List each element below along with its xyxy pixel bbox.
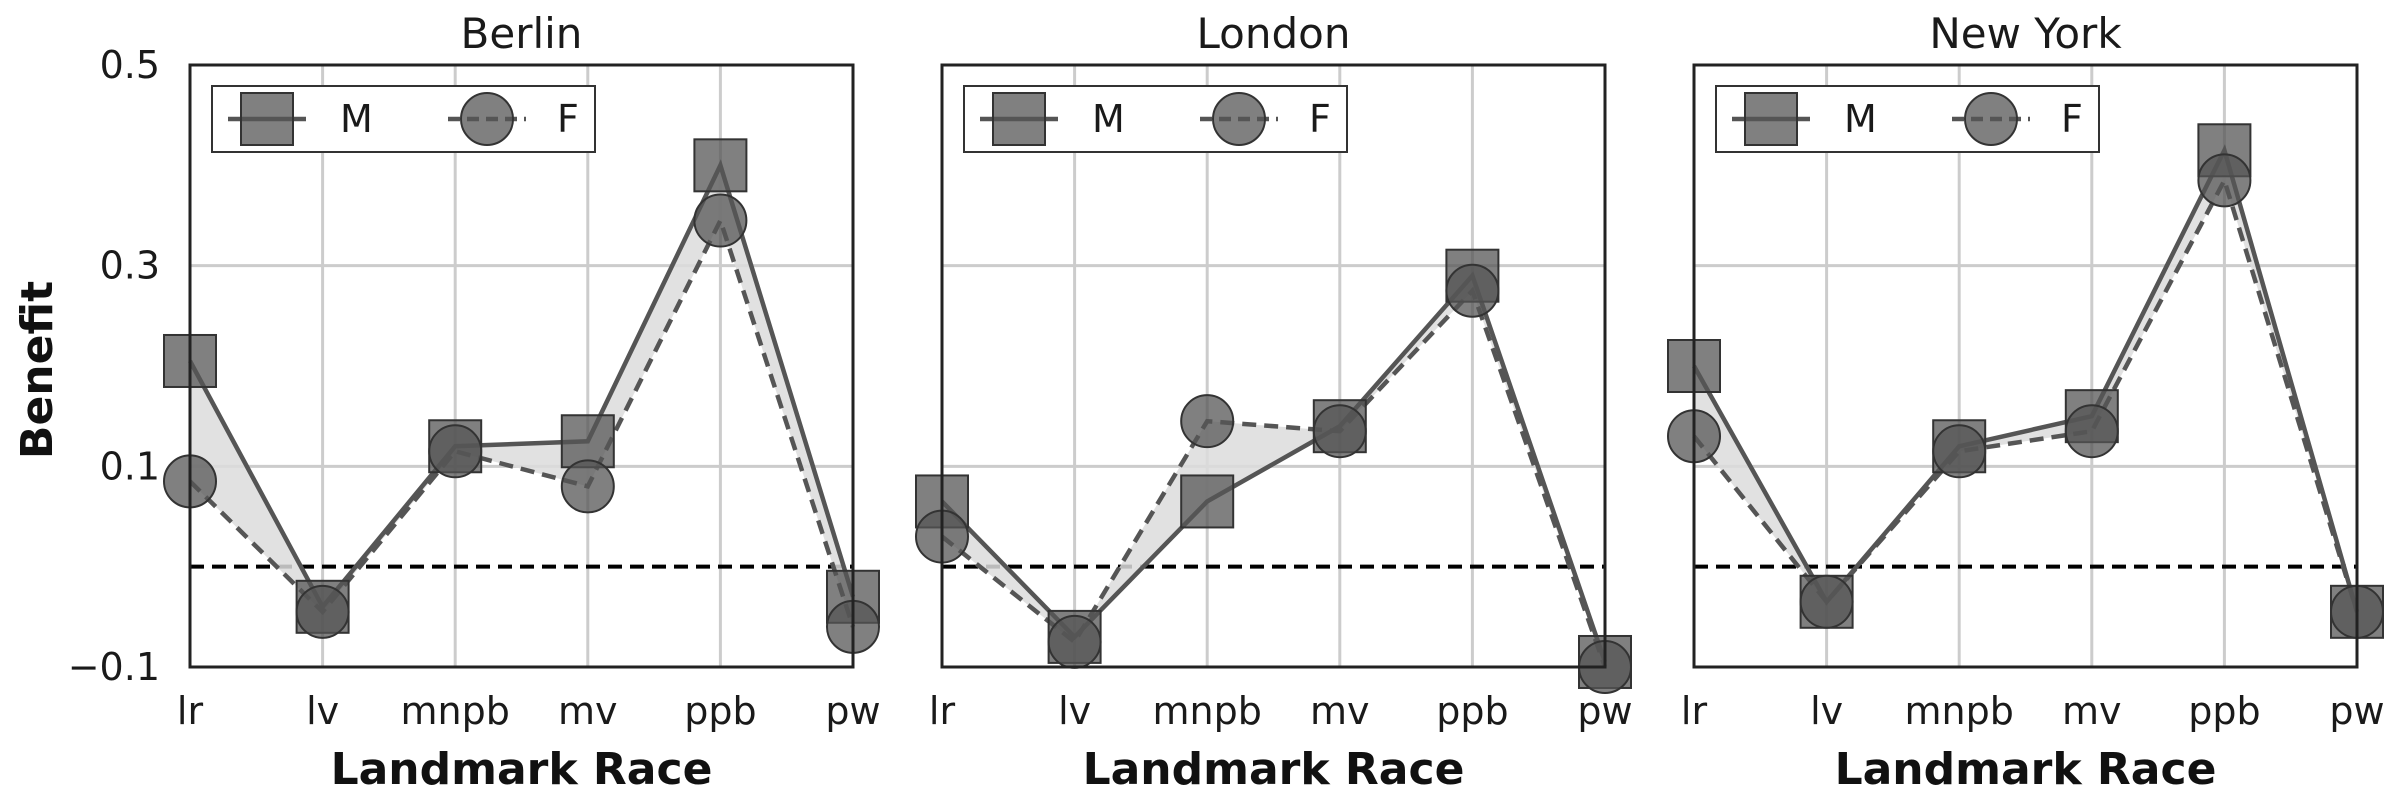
marker-F [295,584,350,639]
plot-frame [940,63,1607,669]
y-tick-label: 0.3 [100,244,160,288]
y-axis-label: Benefit [12,281,63,459]
x-tick-label: lr [177,689,204,733]
marker-F [1180,394,1235,449]
x-tick-label: lv [1058,689,1091,733]
x-tick-label: lv [1810,689,1843,733]
legend-square-marker-M [1744,92,1798,146]
x-tick-label: mv [558,689,618,733]
legend-label-F: F [2061,97,2083,141]
legend-circle-marker-F [1212,92,1266,146]
x-axis-label: Landmark Race [1083,744,1465,795]
legend-label-M: M [1092,97,1125,141]
marker-F [428,424,483,479]
series-line-M [188,159,856,611]
series-line-F [1692,174,2360,613]
legend-label-F: F [1309,97,1331,141]
difference-area [190,165,853,627]
x-tick-label: mnpb [1153,689,1262,733]
x-tick-label: mnpb [401,689,510,733]
panel-0: Berlin lr lv mnpb mv ppb pw Landmark Race 0.5 0.3… [68,9,881,795]
x-tick-label: lr [1681,689,1708,733]
legend-label-F: F [557,97,579,141]
marker-F [693,193,748,248]
x-tick-label: pw [825,689,880,733]
x-tick-label: pw [2329,689,2384,733]
x-tick-label: pw [1577,689,1632,733]
plot-frame [188,63,855,669]
plot-frame [1692,63,2359,669]
x-tick-label: lr [929,689,956,733]
series-line-M [1692,144,2360,613]
marker-F [1312,404,1367,459]
x-tick-label: lv [306,689,339,733]
legend-square-marker-M [992,92,1046,146]
legend-label-M: M [340,97,373,141]
series-line-M [940,271,1608,663]
legend-circle-marker-F [1964,92,2018,146]
x-tick-label: ppb [2188,689,2260,733]
x-tick-label: mnpb [1905,689,2014,733]
x-tick-label: mv [1310,689,1370,733]
panel-title: London [1197,9,1351,58]
marker-F [2064,404,2119,459]
marker-M [693,138,748,193]
legend-square-marker-M [240,92,294,146]
x-axis-label: Landmark Race [1835,744,2217,795]
x-tick-label: ppb [1436,689,1508,733]
marker-F [560,459,615,514]
legend-circle-marker-F [460,92,514,146]
x-tick-label: ppb [684,689,756,733]
marker-F [2197,153,2252,208]
y-tick-label: 0.5 [100,43,160,87]
y-tick-label: 0.1 [100,444,160,488]
panel-title: New York [1929,9,2122,58]
marker-F [1932,424,1987,479]
legend-label-M: M [1844,97,1877,141]
x-axis-label: Landmark Race [331,744,713,795]
difference-area [942,275,1605,667]
y-tick-label: −0.1 [68,645,160,689]
marker-F [1799,574,1854,629]
x-tick-label: mv [2062,689,2122,733]
marker-F [1047,614,1102,669]
marker-F [1445,263,1500,318]
marker-M [1180,474,1235,529]
panel-title: Berlin [461,9,583,58]
